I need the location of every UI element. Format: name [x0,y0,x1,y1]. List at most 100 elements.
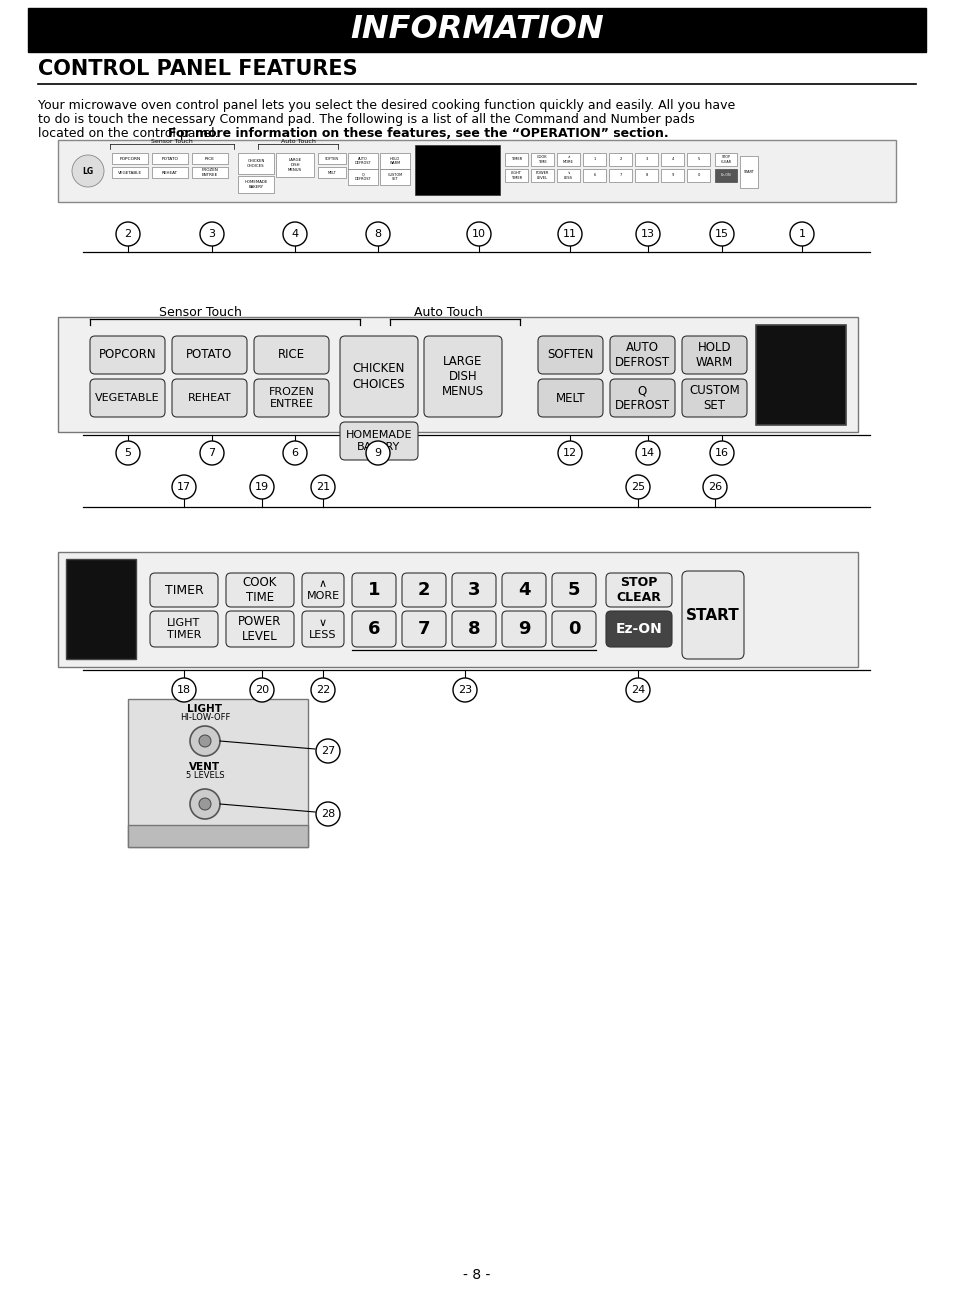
Text: 1: 1 [593,158,595,162]
Text: 11: 11 [562,229,577,239]
Text: LARGE
DISH
MENUS: LARGE DISH MENUS [441,356,483,399]
Text: MELT: MELT [327,170,336,175]
FancyBboxPatch shape [90,336,165,374]
Circle shape [702,474,726,499]
Text: CHICKEN
CHOICES: CHICKEN CHOICES [353,362,405,391]
Text: RICE: RICE [277,349,305,362]
Circle shape [558,440,581,465]
Text: Ez-ON: Ez-ON [720,174,731,178]
Text: VEGETABLE: VEGETABLE [118,170,142,175]
Text: 0: 0 [567,620,579,638]
Bar [275,153,314,176]
Text: START: START [742,170,754,174]
FancyBboxPatch shape [172,379,247,417]
Circle shape [311,474,335,499]
Bar [660,153,683,166]
Circle shape [190,789,220,819]
Bar [608,169,631,182]
Text: 22: 22 [315,685,330,695]
Bar [112,167,148,178]
Circle shape [71,156,104,187]
Text: 6: 6 [292,448,298,457]
FancyBboxPatch shape [423,336,501,417]
Text: Q
DEFROST: Q DEFROST [615,384,669,412]
Bar [152,153,188,163]
Text: 27: 27 [320,746,335,755]
Text: 9: 9 [374,448,381,457]
Text: Sensor Touch: Sensor Touch [158,306,241,319]
Text: FROZEN
ENTREE: FROZEN ENTREE [269,387,314,409]
Text: 7: 7 [618,174,621,178]
FancyBboxPatch shape [452,572,496,606]
Circle shape [366,440,390,465]
Bar [58,552,857,667]
Text: VEGETABLE: VEGETABLE [95,393,160,403]
Bar [582,153,605,166]
Bar [415,145,499,195]
Text: 3: 3 [209,229,215,239]
Text: 6: 6 [593,174,595,178]
Text: 7: 7 [417,620,430,638]
Bar [128,699,308,847]
FancyBboxPatch shape [150,572,218,606]
Bar [237,176,274,193]
FancyBboxPatch shape [339,336,417,417]
Text: LIGHT
TIMER: LIGHT TIMER [167,618,201,640]
Bar [686,169,709,182]
Text: Sensor Touch: Sensor Touch [151,139,193,144]
FancyBboxPatch shape [605,610,671,647]
Bar [58,140,895,203]
FancyBboxPatch shape [401,610,446,647]
Text: MELT: MELT [555,392,585,404]
Text: SOFTEN: SOFTEN [325,157,338,161]
Bar [192,167,228,178]
Bar [531,153,554,166]
Bar [608,153,631,166]
Text: Auto Touch: Auto Touch [280,139,315,144]
Circle shape [315,738,339,763]
Text: LIGHT
TIMER: LIGHT TIMER [511,171,521,180]
FancyBboxPatch shape [302,610,344,647]
Circle shape [283,440,307,465]
FancyBboxPatch shape [501,572,545,606]
Bar [348,153,377,169]
Text: COOK
TIME: COOK TIME [243,576,277,604]
Text: RICE: RICE [205,157,214,161]
Circle shape [625,678,649,702]
Text: POTATO: POTATO [186,349,233,362]
Text: CUSTOM
SET: CUSTOM SET [387,173,402,182]
Circle shape [199,735,211,748]
Text: Your microwave oven control panel lets you select the desired cooking function q: Your microwave oven control panel lets y… [38,99,735,112]
Text: 6: 6 [367,620,380,638]
Text: 19: 19 [254,482,269,491]
Text: 2: 2 [417,582,430,599]
Circle shape [283,222,307,246]
Text: 15: 15 [714,229,728,239]
Text: 16: 16 [714,448,728,457]
Text: 5: 5 [125,448,132,457]
Text: POWER
LEVEL: POWER LEVEL [238,616,281,643]
Text: COOK
TIME: COOK TIME [537,156,547,163]
Text: 9: 9 [517,620,530,638]
Text: 5: 5 [567,582,579,599]
FancyBboxPatch shape [90,379,165,417]
Circle shape [200,222,224,246]
Text: 18: 18 [176,685,191,695]
Text: 13: 13 [640,229,655,239]
Text: LARGE
DISH
MENUS: LARGE DISH MENUS [288,158,302,171]
Circle shape [250,474,274,499]
Circle shape [467,222,491,246]
Text: 4: 4 [291,229,298,239]
Text: STOP
CLEAR: STOP CLEAR [616,576,660,604]
Text: 21: 21 [315,482,330,491]
FancyBboxPatch shape [401,572,446,606]
Text: LIGHT: LIGHT [188,704,222,714]
Bar [504,169,527,182]
Text: For more information on these features, see the “OPERATION” section.: For more information on these features, … [168,127,668,140]
FancyBboxPatch shape [172,336,247,374]
Text: 5 LEVELS: 5 LEVELS [186,771,224,780]
Text: FROZEN
ENTREE: FROZEN ENTREE [201,169,218,176]
Circle shape [625,474,649,499]
FancyBboxPatch shape [609,379,675,417]
Circle shape [315,802,339,826]
